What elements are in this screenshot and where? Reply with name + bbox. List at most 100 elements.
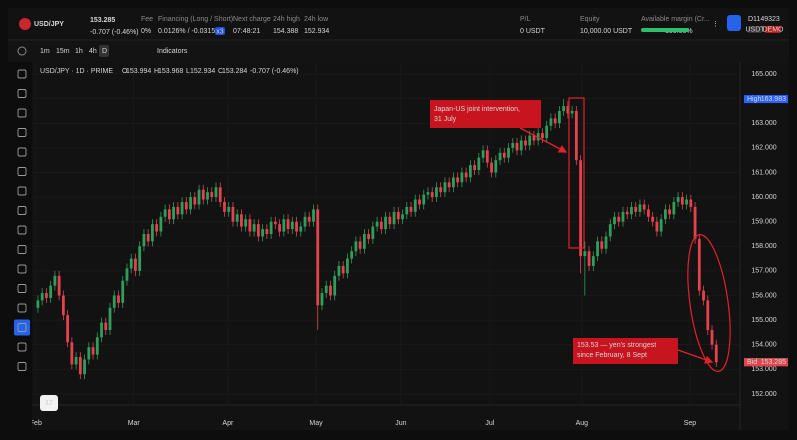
account-id: D1149323 (748, 16, 780, 23)
stat-label: 24h high (273, 16, 300, 23)
candle-body (112, 295, 116, 308)
tool-icon[interactable] (17, 342, 27, 352)
y-tick-label: 153.000 (751, 366, 776, 373)
price-tag (744, 95, 788, 104)
candle-body (435, 187, 438, 198)
y-tick-label: 152.000 (751, 391, 776, 398)
candle-body (468, 165, 472, 178)
tool-icon[interactable] (17, 225, 27, 235)
candle-body (167, 209, 171, 220)
stat-label: 24h low (304, 16, 329, 23)
candle-body (218, 187, 222, 203)
candle-body (689, 199, 693, 207)
stat-value: 07:48:21 (233, 28, 260, 35)
candle-body (316, 209, 320, 306)
candle-body (371, 226, 375, 239)
add-symbol[interactable] (17, 46, 27, 56)
candle-body (706, 300, 710, 330)
symbol[interactable]: USD/JPY (34, 21, 64, 28)
candle-body (528, 135, 532, 146)
candle-body (138, 246, 142, 271)
candle-body (189, 197, 192, 210)
interval-button[interactable]: D (102, 48, 107, 55)
candle-body (367, 233, 371, 239)
interval-button[interactable]: 1h (75, 48, 83, 55)
tool-icon[interactable] (17, 186, 27, 196)
candle-body (617, 216, 621, 222)
interval-button[interactable]: 15m (56, 48, 70, 55)
interval-button[interactable]: 1m (40, 48, 50, 55)
currency-badge (748, 26, 762, 33)
indicators-button[interactable]: Indicators (157, 48, 188, 55)
multiplier: x3 (216, 28, 224, 35)
tv-logo[interactable] (40, 395, 58, 411)
candle-body (651, 216, 655, 222)
candle-body (206, 192, 209, 200)
candle-body (714, 344, 718, 363)
tool-icon[interactable] (17, 206, 27, 215)
interval-button[interactable]: 4h (89, 48, 97, 55)
candle-body (557, 110, 561, 124)
candle-body (608, 224, 612, 237)
wallet-button[interactable] (727, 15, 741, 31)
y-tick-label: 156.000 (751, 292, 776, 299)
tool-icon[interactable] (17, 89, 27, 98)
tool-icon[interactable] (17, 167, 27, 176)
tool-icon[interactable] (17, 362, 27, 371)
annotation-text: 31 July (434, 116, 457, 123)
price-tag (744, 358, 788, 367)
candle-body (78, 357, 82, 375)
candle-body (524, 140, 527, 146)
candle-body (57, 275, 61, 296)
legend-value: 153.284 (222, 68, 247, 75)
candle-body (273, 221, 277, 225)
tool-icon[interactable] (17, 264, 27, 274)
multiplier-badge (215, 27, 225, 35)
candle-body (201, 189, 205, 200)
candle-body (702, 290, 705, 301)
candle-body (362, 233, 366, 249)
flag-icon[interactable] (19, 18, 31, 30)
candle-body (341, 265, 345, 274)
menu-button[interactable]: ⋮ (712, 21, 719, 28)
tool-icon[interactable] (17, 245, 27, 254)
candle-body (456, 177, 460, 183)
candle-body (256, 224, 260, 237)
stat-label: Fee (141, 16, 153, 23)
candle-body (125, 268, 129, 281)
account-label: Equity (580, 16, 600, 23)
candle-body (100, 322, 103, 338)
candle-body (494, 160, 498, 173)
tool-icon[interactable] (17, 284, 27, 293)
tool-icon[interactable] (17, 69, 27, 79)
annotation-box (573, 338, 678, 364)
annotation-box (430, 100, 541, 128)
tool-icon[interactable] (17, 323, 27, 332)
candle-body (481, 150, 485, 158)
candle-body (172, 206, 175, 220)
candle-body (418, 199, 421, 205)
candle-body (621, 211, 625, 222)
candle-body (244, 219, 248, 227)
margin-bar (641, 28, 689, 32)
candle-body (498, 152, 502, 161)
candle-body (333, 275, 337, 296)
candle-body (180, 202, 184, 215)
mode: DEMO (763, 27, 785, 34)
candle-body (235, 214, 239, 222)
candle-body (223, 202, 226, 212)
candle-body (697, 238, 701, 291)
candle-body (426, 192, 430, 195)
candle-body (452, 177, 455, 188)
candle-body (66, 315, 70, 343)
tool-icon[interactable] (17, 128, 27, 137)
tool-icon[interactable] (17, 303, 27, 313)
candle-body (460, 172, 464, 183)
legend-key: H (154, 68, 159, 75)
tool-icon[interactable] (17, 108, 27, 118)
tool-icon[interactable] (17, 147, 27, 157)
candle-body (604, 236, 608, 249)
candle-body (350, 251, 354, 259)
candle-body (388, 216, 392, 225)
